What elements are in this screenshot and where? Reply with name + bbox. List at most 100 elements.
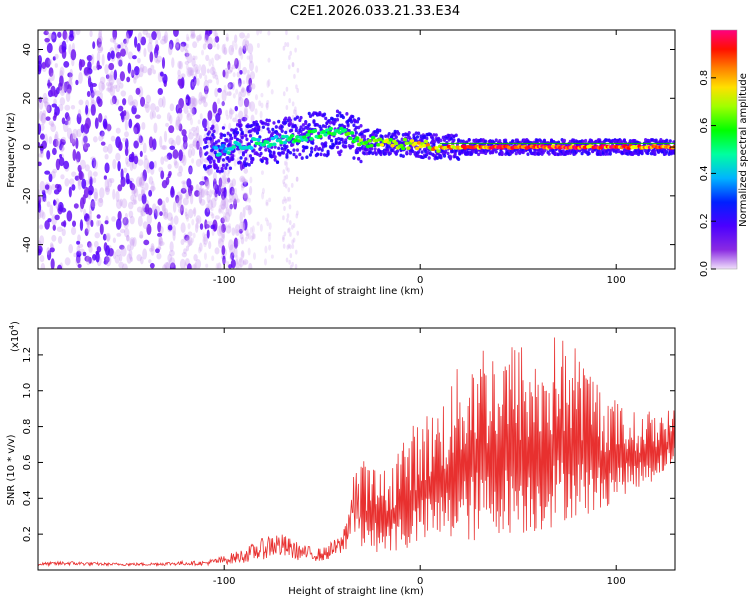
spectrogram-cell <box>380 150 384 154</box>
spectrogram-cell <box>73 252 77 258</box>
spectrogram-cell <box>107 82 112 93</box>
spectrogram-cell <box>236 238 240 247</box>
spectrogram-cell <box>195 158 202 167</box>
spectrogram-cell <box>186 49 190 58</box>
spectrogram-cell <box>239 233 244 240</box>
spectrogram-cell <box>64 257 71 266</box>
spectrogram-cell <box>257 127 261 132</box>
spectrogram-cell <box>337 130 342 135</box>
spectrogram-cell <box>95 251 100 263</box>
spectrogram-cell <box>186 263 192 269</box>
spectrogram-cell <box>338 111 342 115</box>
spectrogram-cell <box>148 189 153 197</box>
spectrogram-cell <box>193 207 197 217</box>
spectrogram-cell <box>142 221 149 230</box>
spectrogram-cell <box>42 92 48 104</box>
spectrogram-cell <box>229 186 235 196</box>
spectrogram-cell <box>145 101 150 113</box>
spectrogram-cell <box>46 82 53 87</box>
spectrogram-cell <box>127 94 134 106</box>
spectrogram-cell <box>221 195 227 207</box>
spectrogram-cell <box>344 140 348 145</box>
snr-y-tick-label: 0.6 <box>22 454 33 470</box>
spectrogram-cell <box>195 142 201 151</box>
spectrogram-cell <box>250 114 255 123</box>
spectrogram-cell <box>243 218 248 231</box>
spectrogram-cell <box>54 53 59 60</box>
spectrogram-cell <box>161 57 166 69</box>
spectrogram-cell <box>105 232 111 242</box>
spectrogram-cell <box>232 72 236 78</box>
spectrogram-cell <box>119 71 126 82</box>
spectrogram-cell <box>134 36 138 48</box>
spectrogram-cell <box>291 142 295 147</box>
spectrogram-cell <box>151 203 157 214</box>
spectrogram-cell <box>286 127 289 133</box>
spectrogram-cell <box>97 219 102 227</box>
spectrogram-cell <box>218 208 222 214</box>
spectrogram-cell <box>76 240 81 245</box>
spectrogram-cell <box>94 191 99 202</box>
spectrogram-cell <box>212 142 216 146</box>
spectrogram-cell <box>264 148 268 152</box>
spectrogram-cell <box>296 67 300 73</box>
spectrogram-cell <box>184 52 190 57</box>
spectrogram-cell <box>113 69 118 81</box>
spectrogram-cell <box>199 198 206 206</box>
spectrogram-cell <box>104 187 110 193</box>
spectrogram-cell <box>235 113 239 120</box>
spectrogram-cell <box>238 221 245 232</box>
spectrogram-cell <box>102 145 109 153</box>
spectrogram-cell <box>252 122 256 127</box>
spectrogram-cell <box>204 236 208 242</box>
spectrogram-cell <box>115 51 122 59</box>
spectrogram-cell <box>221 43 226 54</box>
spectrogram-cell <box>211 124 215 129</box>
spectrogram-cell <box>98 46 104 52</box>
spectrogram-cell <box>284 116 288 121</box>
spectrogram-cell <box>229 254 233 261</box>
spectrogram-cell <box>49 204 54 216</box>
spectrogram-cell <box>264 217 268 222</box>
spectrogram-cell <box>469 152 474 156</box>
spectrogram-cell <box>188 165 193 175</box>
spectrogram-cell <box>340 137 344 142</box>
spectrogram-cell <box>254 108 258 115</box>
spectrogram-cell <box>52 147 57 156</box>
spectrogram-cell <box>84 213 89 221</box>
spectrogram-cell <box>288 227 291 233</box>
spectrogram-cell <box>248 77 253 87</box>
spectrogram-cell <box>358 138 364 143</box>
spectrogram-cell <box>168 170 172 177</box>
spectrogram-cell <box>221 163 226 168</box>
spectrogram-cell <box>248 262 253 269</box>
spectrogram-cell <box>231 157 235 161</box>
spectrogram-cell <box>94 117 99 129</box>
spectrogram-cell <box>117 44 121 49</box>
spectrogram-cell <box>321 129 326 134</box>
spectrogram-cell <box>231 227 236 236</box>
spectrogram-cell <box>38 123 42 135</box>
spectrogram-cell <box>194 66 198 75</box>
spectrogram-cell <box>346 122 350 127</box>
spectrogram-cell <box>267 57 271 63</box>
spectrogram-cell <box>220 166 224 171</box>
spectrogram-cell <box>96 246 102 253</box>
snr-y-tick-label: 0.8 <box>22 419 33 435</box>
spectrogram-cell <box>207 199 214 210</box>
spectrogram-cell <box>191 73 195 79</box>
spectrogram-cell <box>216 43 220 50</box>
spectrogram-cell <box>177 111 183 122</box>
spectrogram-cell <box>584 138 588 143</box>
spectrogram-cell <box>267 118 271 123</box>
spectrogram-cell <box>214 123 219 135</box>
spectrogram-cell <box>388 151 393 155</box>
spectrogram-cell <box>178 60 183 70</box>
spectrogram-cell <box>76 245 81 253</box>
spectrogram-cell <box>227 83 231 90</box>
spectrogram-cell <box>402 137 408 142</box>
spectrogram-cell <box>181 129 187 137</box>
spectrogram-cell <box>308 114 313 119</box>
spectrogram-cell <box>192 55 196 61</box>
spectrogram-cell <box>280 129 284 133</box>
